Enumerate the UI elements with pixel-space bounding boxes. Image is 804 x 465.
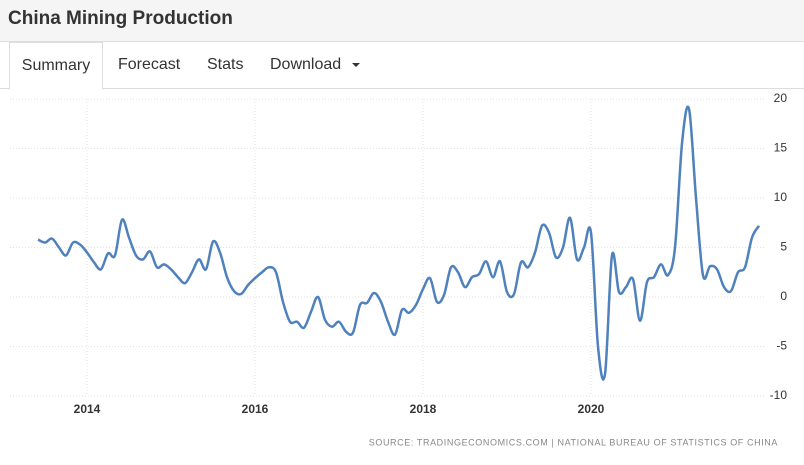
y-tick-label: -10 xyxy=(770,388,788,402)
tab[interactable]: Download xyxy=(270,42,360,89)
caret-icon xyxy=(351,62,360,67)
tab[interactable]: Forecast xyxy=(118,56,181,73)
tab[interactable]: Stats xyxy=(207,56,244,73)
x-tick-label: 2018 xyxy=(410,402,437,416)
chart: SOURCE: TRADINGECONOMICS.COM | NATIONAL … xyxy=(10,91,788,447)
y-tick-label: -5 xyxy=(776,339,787,353)
y-tick-label: 10 xyxy=(774,190,788,204)
header: China Mining Production xyxy=(0,0,804,42)
page-title: China Mining Production xyxy=(8,8,233,29)
source-note: SOURCE: TRADINGECONOMICS.COM | NATIONAL … xyxy=(369,437,778,447)
y-tick-label: 5 xyxy=(780,240,787,254)
x-tick-label: 2016 xyxy=(242,402,269,416)
data-line xyxy=(37,105,761,381)
tab-label: Download xyxy=(270,56,342,73)
x-tick-label: 2020 xyxy=(578,402,605,416)
y-tick-label: 15 xyxy=(774,141,788,155)
y-tick-label: 0 xyxy=(780,289,787,303)
y-tick-label: 20 xyxy=(774,91,788,105)
x-tick-label: 2014 xyxy=(74,402,101,416)
tab-bar: Summary Forecast Stats Download xyxy=(0,42,804,90)
tab[interactable]: Summary xyxy=(9,42,103,90)
